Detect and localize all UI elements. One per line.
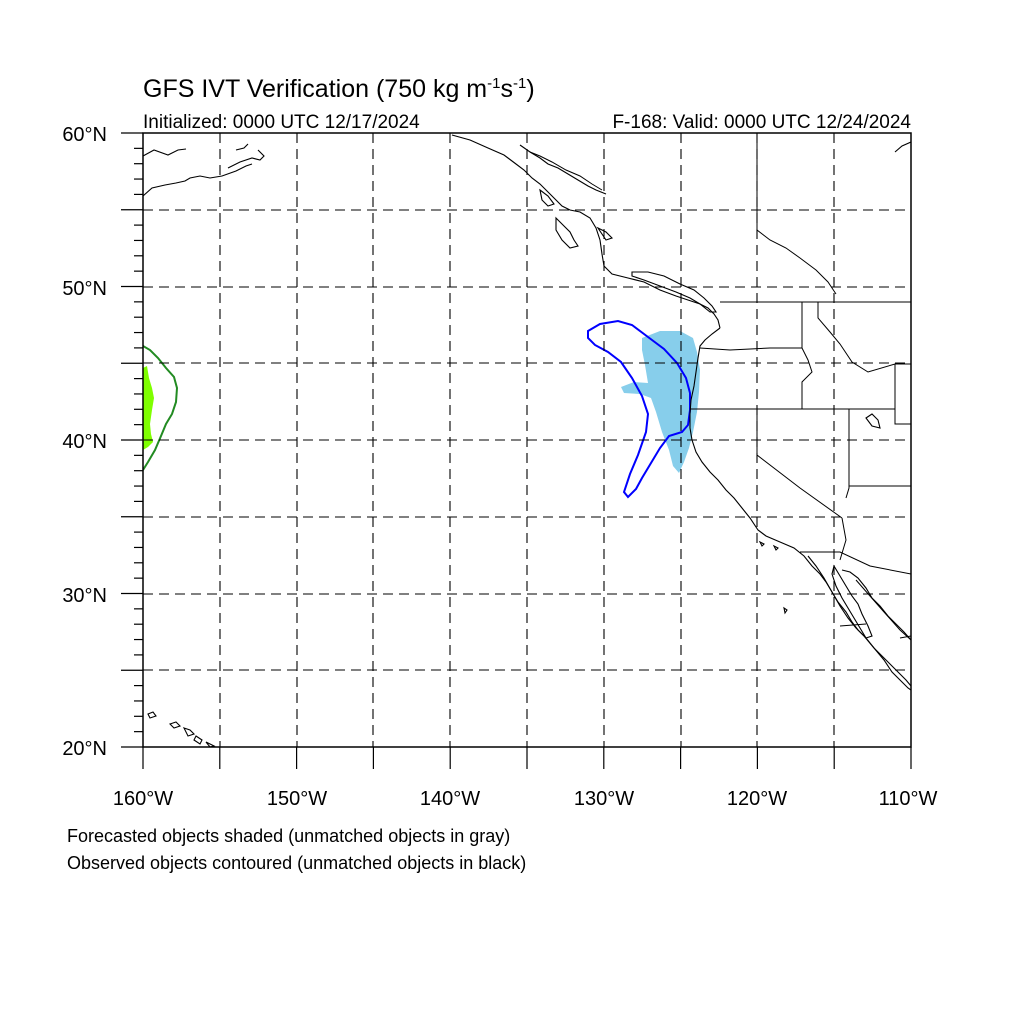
axis-ticks	[121, 132, 912, 769]
lat-label: 30°N	[62, 585, 107, 607]
lat-label: 50°N	[62, 278, 107, 300]
lon-label: 150°W	[267, 788, 327, 810]
lon-label: 160°W	[113, 788, 173, 810]
forecast-object-west	[143, 366, 154, 450]
latitude-labels: 20°N 30°N 40°N 50°N 60°N	[62, 124, 107, 760]
borders	[529, 133, 911, 641]
legend-forecast-note: Forecasted objects shaded (unmatched obj…	[67, 826, 510, 846]
longitude-labels: 160°W 150°W 140°W 130°W 120°W 110°W	[113, 788, 938, 810]
lat-label: 40°N	[62, 431, 107, 453]
lat-lon-grid	[143, 133, 911, 747]
observed-contour-west	[143, 345, 179, 471]
lat-label: 20°N	[62, 738, 107, 760]
valid-label: F-168: Valid: 0000 UTC 12/24/2024	[612, 112, 911, 133]
lat-label: 60°N	[62, 124, 107, 146]
forecast-object-east	[621, 331, 700, 473]
legend-observed-note: Observed objects contoured (unmatched ob…	[67, 853, 526, 873]
lon-label: 120°W	[727, 788, 787, 810]
lon-label: 140°W	[420, 788, 480, 810]
lon-label: 130°W	[574, 788, 634, 810]
lon-label: 110°W	[879, 788, 938, 810]
observed-contour-east	[587, 319, 691, 499]
initialized-label: Initialized: 0000 UTC 12/17/2024	[143, 112, 420, 133]
chart-title: GFS IVT Verification (750 kg m-1s-1)	[143, 75, 535, 103]
